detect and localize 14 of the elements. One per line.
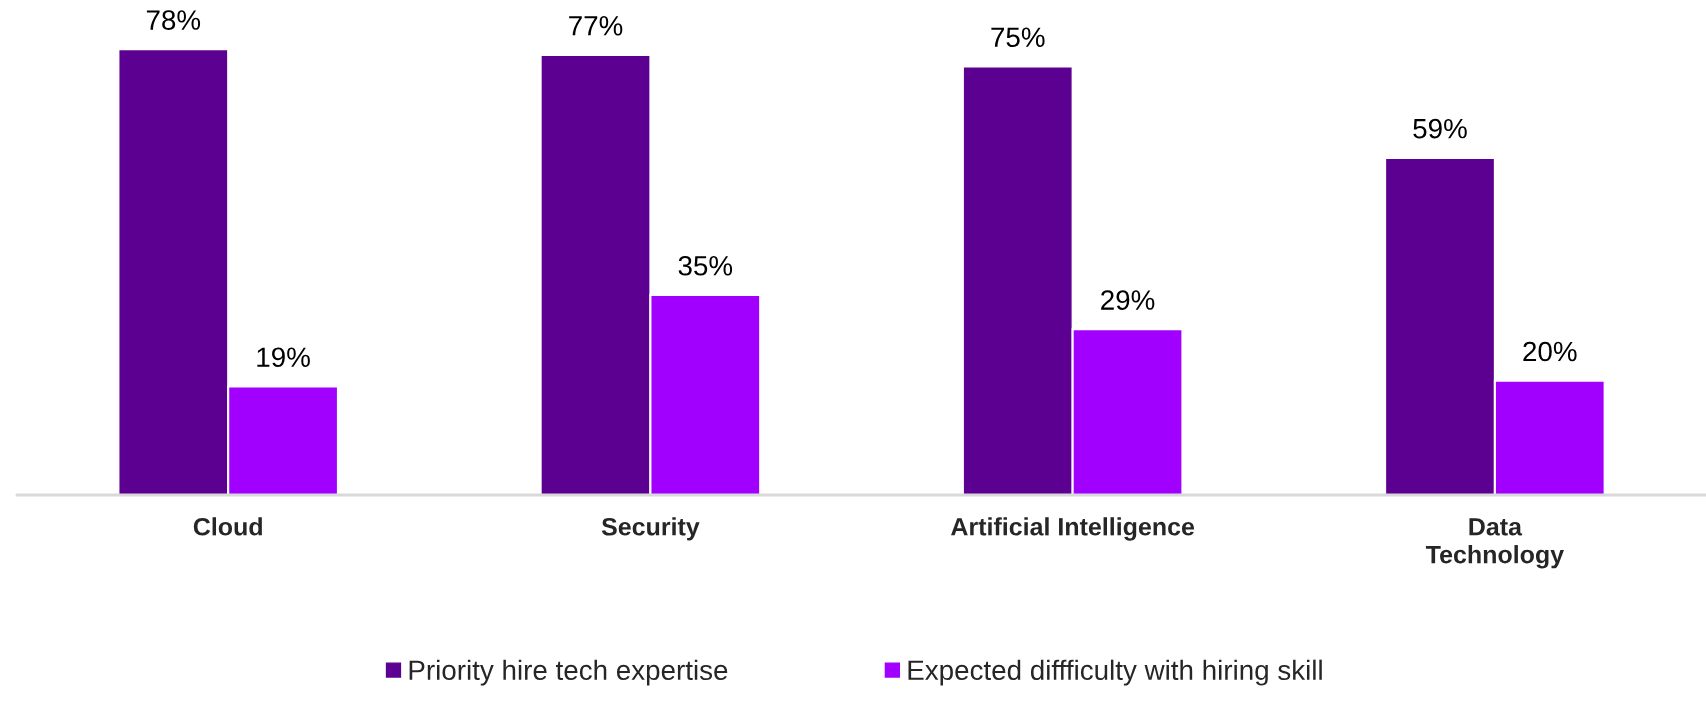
data-label: 78% (146, 10, 201, 30)
x-tick-label: Cloud (193, 517, 262, 536)
data-label: 59% (1413, 118, 1467, 139)
x-tick-label: Artificial Intelligence (951, 517, 1195, 541)
data-label: 29% (1101, 290, 1155, 310)
data-label: 77% (569, 16, 623, 36)
x-tick-label: Security (601, 517, 700, 541)
legend-label: Priority hire tech expertise (409, 659, 728, 686)
data-label: 35% (678, 255, 733, 276)
data-label: 19% (257, 347, 310, 368)
data-label: 20% (1523, 341, 1577, 362)
legend-label: Expected diffficulty with hiring skill (908, 659, 1322, 686)
data-label: 75% (991, 27, 1045, 48)
x-tick-label: Data Technology (1425, 518, 1564, 569)
